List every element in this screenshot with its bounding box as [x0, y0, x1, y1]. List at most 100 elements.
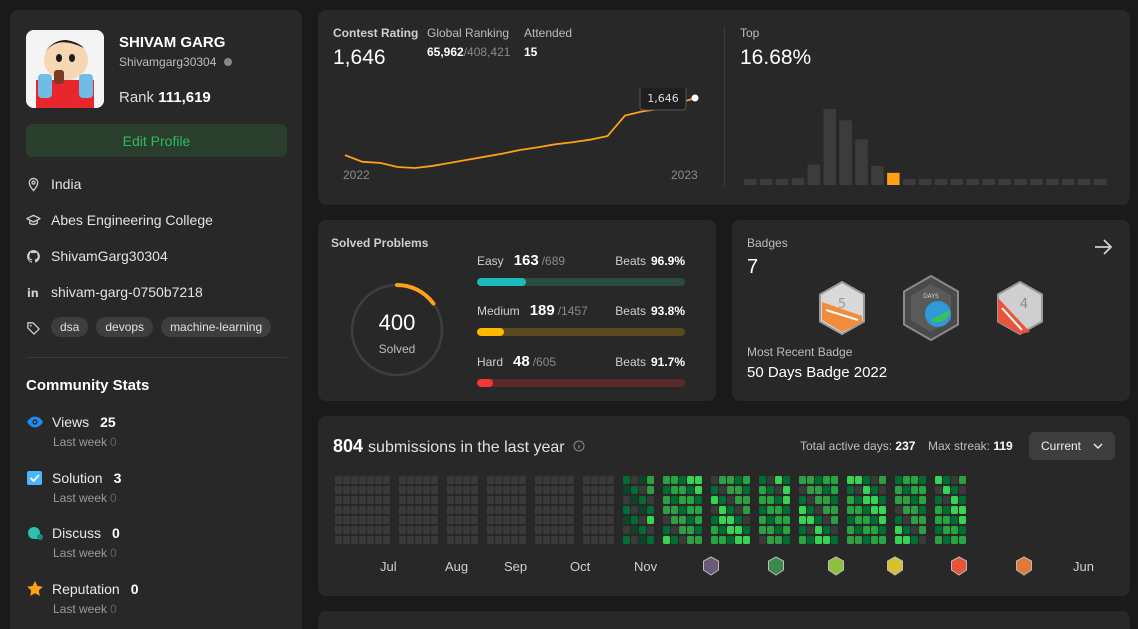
heatmap-cell — [447, 506, 454, 514]
heatmap-cell — [375, 496, 382, 504]
edit-profile-button[interactable]: Edit Profile — [26, 124, 287, 157]
heatmap-cell — [951, 526, 958, 534]
heatmap-cell — [775, 526, 782, 534]
linkedin-row[interactable]: in shivam-garg-0750b7218 — [26, 284, 203, 300]
heatmap-cell — [831, 516, 838, 524]
heatmap-cell — [383, 526, 390, 534]
solved-progress-ring[interactable] — [349, 282, 445, 378]
stat-label: Views — [52, 414, 90, 430]
max-streak: Max streak: 119 — [928, 439, 1013, 453]
rank-value: 111,619 — [158, 89, 211, 106]
heatmap-cell — [583, 476, 590, 484]
heatmap-cell — [359, 476, 366, 484]
heatmap-cell — [951, 516, 958, 524]
skill-tag[interactable]: machine-learning — [161, 317, 272, 337]
skill-tags: dsa devops machine-learning — [51, 317, 272, 337]
heatmap-cell — [375, 486, 382, 494]
skill-tag[interactable]: dsa — [51, 317, 89, 337]
heatmap-cell — [671, 476, 678, 484]
heatmap-cell — [823, 526, 830, 534]
heatmap-cell — [559, 486, 566, 494]
heatmap-cell — [639, 476, 646, 484]
month-badge-icon[interactable] — [767, 556, 785, 576]
global-rank-number: 65,962 — [427, 45, 464, 59]
linkedin-text[interactable]: shivam-garg-0750b7218 — [51, 284, 203, 300]
stat-delta: 0 — [110, 435, 117, 449]
heatmap-cell — [727, 496, 734, 504]
heatmap-cell — [775, 506, 782, 514]
community-stats-title: Community Stats — [26, 377, 150, 394]
heatmap-cell — [863, 486, 870, 494]
heatmap-cell — [631, 516, 638, 524]
contest-rating-card: Contest Rating 1,646 Global Ranking 65,9… — [318, 10, 1130, 205]
rating-line-chart[interactable]: 1,646 — [333, 88, 713, 198]
heatmap-cell — [919, 526, 926, 534]
heatmap-cell — [855, 486, 862, 494]
badge-4-icon[interactable]: 4 — [994, 280, 1046, 336]
solved-total: 400 — [378, 310, 416, 335]
heatmap-cell — [519, 476, 526, 484]
heatmap-cell — [943, 476, 950, 484]
heatmap-cell — [759, 526, 766, 534]
heatmap-cell — [871, 486, 878, 494]
heatmap-cell — [783, 496, 790, 504]
heatmap-cell — [759, 536, 766, 544]
heatmap-cell — [863, 536, 870, 544]
heatmap-cell — [543, 516, 550, 524]
avatar[interactable] — [26, 30, 104, 108]
heatmap-cell — [551, 506, 558, 514]
month-badge-icon[interactable] — [886, 556, 904, 576]
arrow-right-icon[interactable] — [1092, 236, 1114, 258]
month-badge-icon[interactable] — [1015, 556, 1033, 576]
heatmap-cell — [895, 486, 902, 494]
heatmap-cell — [543, 496, 550, 504]
github-row[interactable]: ShivamGarg30304 — [26, 248, 168, 264]
submission-heatmap[interactable] — [333, 474, 1123, 554]
heatmap-cell — [711, 486, 718, 494]
solved-problems-card: Solved Problems 400 Solved Easy 163/689 Be… — [318, 220, 716, 401]
x-axis-end: 2023 — [671, 168, 698, 182]
heatmap-cell — [599, 506, 606, 514]
heatmap-cell — [943, 506, 950, 514]
skill-tag[interactable]: devops — [96, 317, 154, 337]
histogram-bar — [950, 179, 964, 185]
heatmap-cell — [631, 486, 638, 494]
heatmap-cell — [495, 526, 502, 534]
heatmap-cell — [951, 536, 958, 544]
heatmap-cell — [895, 516, 902, 524]
user-badge-icon[interactable] — [223, 57, 233, 67]
badge-50-days-icon[interactable]: DAYS — [900, 274, 962, 342]
svg-text:in: in — [27, 287, 39, 300]
info-icon[interactable] — [573, 440, 585, 452]
heatmap-cell — [847, 506, 854, 514]
heatmap-cell — [591, 496, 598, 504]
heatmap-cell — [911, 506, 918, 514]
github-text[interactable]: ShivamGarg30304 — [51, 248, 168, 264]
heatmap-cell — [695, 526, 702, 534]
stat-reputation: Reputation 0 Last week 0 — [26, 580, 276, 616]
heatmap-cell — [559, 526, 566, 534]
max-streak-value: 119 — [993, 439, 1013, 453]
heatmap-cell — [671, 536, 678, 544]
heatmap-cell — [607, 526, 614, 534]
heatmap-cell — [583, 486, 590, 494]
month-badge-icon[interactable] — [950, 556, 968, 576]
heatmap-cell — [399, 536, 406, 544]
difficulty-label: Medium — [477, 304, 520, 318]
beats-value: 91.7% — [650, 355, 685, 369]
heatmap-cell — [359, 536, 366, 544]
badge-5-icon[interactable]: 5 — [816, 280, 868, 336]
heatmap-cell — [415, 486, 422, 494]
year-dropdown[interactable]: Current — [1029, 432, 1115, 460]
heatmap-cell — [607, 516, 614, 524]
rating-histogram[interactable] — [742, 96, 1112, 186]
heatmap-cell — [503, 506, 510, 514]
month-badge-icon[interactable] — [702, 556, 720, 576]
heatmap-cell — [871, 526, 878, 534]
heatmap-cell — [583, 506, 590, 514]
heatmap-cell — [599, 516, 606, 524]
month-badge-icon[interactable] — [827, 556, 845, 576]
heatmap-cell — [495, 476, 502, 484]
heatmap-cell — [903, 496, 910, 504]
heatmap-cell — [687, 496, 694, 504]
